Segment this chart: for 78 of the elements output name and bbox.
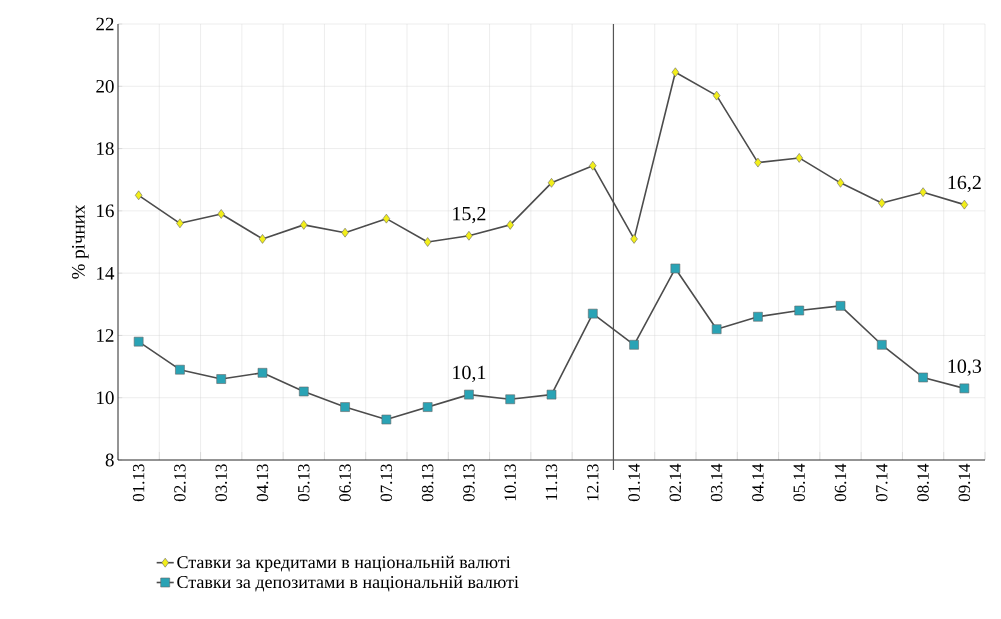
- x-tick-label: 07.13: [380, 464, 393, 502]
- y-tick-label: 18: [97, 142, 114, 155]
- y-tick-label: 8: [105, 453, 114, 467]
- annotation: 10,3: [948, 359, 982, 376]
- x-tick-label: 01.14: [628, 463, 640, 502]
- x-tick-label: 08.13: [421, 464, 434, 502]
- x-tick-label: 09.13: [463, 464, 475, 502]
- y-tick-label: 14: [97, 266, 115, 280]
- point: [754, 157, 762, 168]
- annotation: 16,2: [948, 175, 981, 193]
- point: [587, 308, 598, 319]
- point: [589, 160, 597, 171]
- point: [300, 220, 308, 230]
- point: [919, 187, 927, 197]
- x-tick-label: 12.13: [587, 464, 599, 501]
- point: [505, 394, 516, 405]
- point: [464, 389, 474, 400]
- point: [381, 414, 392, 425]
- x-tick-label: 02.14: [669, 463, 682, 502]
- point: [795, 153, 803, 163]
- point: [506, 220, 514, 230]
- point: [753, 311, 763, 322]
- y-axis-title: % річних: [71, 204, 89, 279]
- point: [918, 372, 928, 383]
- point: [340, 402, 350, 412]
- annotation: 10,1: [453, 365, 486, 383]
- point: [794, 305, 805, 316]
- point: [712, 90, 721, 101]
- x-tick-label: 03.13: [215, 464, 227, 502]
- point: [133, 336, 144, 347]
- point: [258, 234, 267, 244]
- point: [257, 368, 268, 378]
- x-tick-label: 11.13: [545, 464, 558, 500]
- point: [960, 199, 969, 210]
- x-tick-label: 02.13: [174, 464, 186, 502]
- annotation: 15,2: [453, 206, 486, 224]
- x-tick-label: 04.14: [752, 463, 764, 502]
- point: [176, 218, 184, 229]
- point: [670, 263, 681, 274]
- point: [877, 339, 887, 350]
- x-tick-label: 05.14: [793, 463, 805, 502]
- x-tick-label: 09.14: [958, 463, 971, 502]
- point: [629, 339, 639, 350]
- x-tick-label: 06.14: [834, 463, 847, 502]
- point: [298, 386, 309, 397]
- point: [382, 213, 391, 224]
- x-tick-label: 03.14: [710, 463, 723, 502]
- point: [835, 301, 846, 311]
- y-tick-label: 12: [97, 329, 114, 342]
- point: [423, 237, 432, 247]
- point: [711, 324, 722, 335]
- x-tick-label: 07.14: [876, 463, 888, 502]
- x-tick-label: 06.13: [339, 464, 351, 502]
- legend-label: Ставки за депозитами в національній валюті: [177, 575, 519, 592]
- point: [341, 227, 349, 238]
- point: [630, 234, 638, 244]
- point: [959, 383, 970, 394]
- legend-label: Ставки за кредитами в національній валюті: [177, 555, 511, 572]
- point: [217, 209, 225, 219]
- point: [878, 198, 886, 208]
- y-tick-label: 22: [96, 17, 114, 31]
- y-tick-label: 16: [97, 204, 114, 218]
- point: [671, 67, 680, 78]
- point: [134, 190, 143, 201]
- point: [216, 374, 227, 384]
- point: [546, 389, 557, 400]
- point: [547, 178, 556, 188]
- point: [465, 230, 473, 241]
- point: [836, 178, 845, 188]
- point: [422, 402, 433, 412]
- x-tick-label: 01.13: [132, 464, 145, 502]
- x-tick-label: 10.13: [504, 464, 516, 501]
- x-tick-label: 04.13: [256, 464, 269, 502]
- x-tick-label: 05.13: [298, 464, 310, 502]
- point: [175, 364, 185, 375]
- y-tick-label: 20: [96, 79, 114, 93]
- y-tick-label: 10: [97, 391, 114, 405]
- x-tick-label: 08.14: [917, 463, 929, 502]
